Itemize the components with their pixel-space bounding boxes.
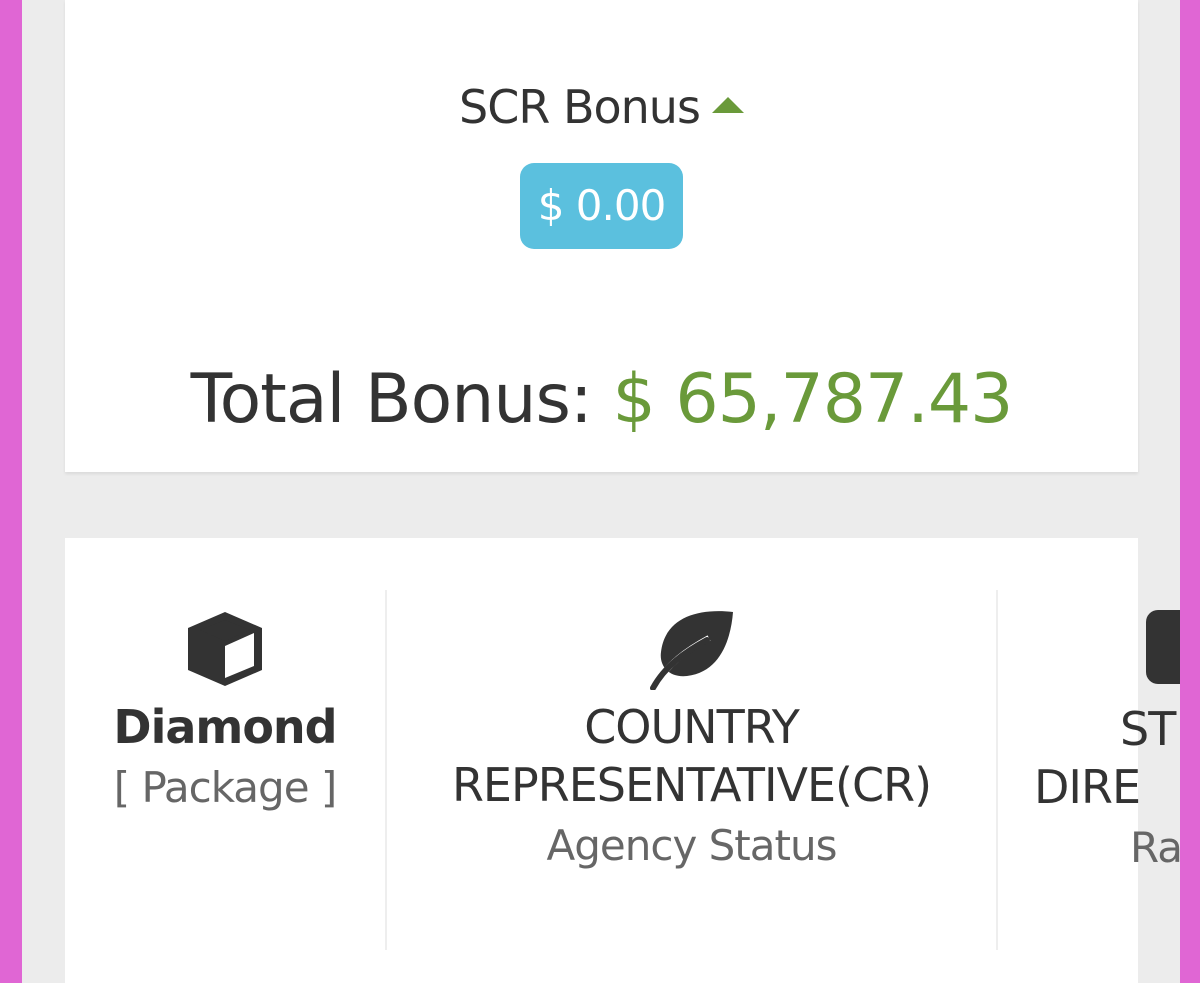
scr-bonus-header[interactable]: SCR Bonus	[65, 80, 1138, 134]
rank-title-line2: DIRE	[1034, 760, 1141, 814]
rank-subtitle: Ra	[1130, 823, 1180, 872]
stat-rank: ST DIRE Ra	[996, 590, 1180, 950]
bonus-summary-card: SCR Bonus $ 0.00 Total Bonus: $ 65,787.4…	[65, 0, 1138, 472]
package-title: Diamond	[113, 700, 337, 754]
rank-title-line1: ST	[1120, 702, 1176, 756]
caret-up-icon[interactable]	[711, 96, 744, 113]
stat-package: Diamond [ Package ]	[65, 590, 385, 950]
status-card	[65, 538, 1138, 983]
cube-icon	[188, 612, 262, 686]
scr-bonus-label: SCR Bonus	[459, 80, 701, 134]
total-bonus: Total Bonus: $ 65,787.43	[65, 360, 1138, 439]
agency-status-subtitle: Agency Status	[546, 821, 838, 870]
agency-status-title: COUNTRY REPRESENTATIVE(CR)	[451, 700, 932, 812]
total-bonus-amount: $ 65,787.43	[612, 360, 1013, 439]
package-subtitle: [ Package ]	[113, 763, 338, 812]
right-border	[1180, 0, 1200, 983]
leaf-icon	[649, 611, 733, 690]
total-bonus-label: Total Bonus:	[190, 360, 593, 439]
scr-bonus-amount-badge: $ 0.00	[520, 163, 683, 249]
rank-icon	[1146, 610, 1180, 684]
stat-agency-status: COUNTRY REPRESENTATIVE(CR) Agency Status	[385, 590, 996, 950]
page-background: SCR Bonus $ 0.00 Total Bonus: $ 65,787.4…	[22, 0, 1180, 983]
